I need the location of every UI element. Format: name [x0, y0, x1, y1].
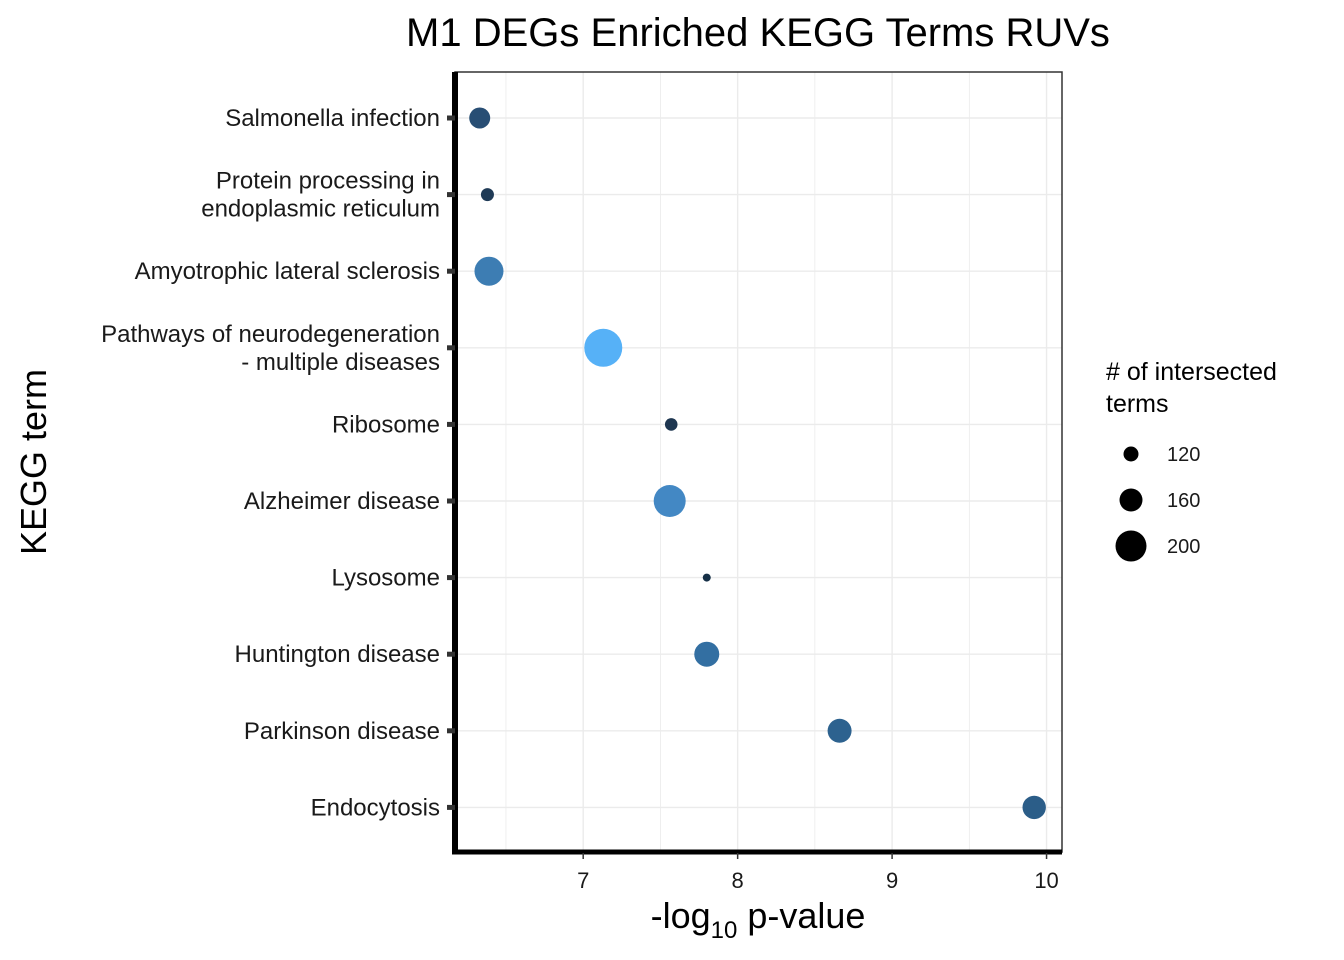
- y-tick-label: Protein processing in: [216, 168, 440, 195]
- points: [469, 107, 1046, 820]
- x-tick-label: 8: [732, 868, 744, 893]
- data-point: [653, 485, 686, 517]
- data-point: [584, 328, 623, 367]
- y-tick-label: endoplasmic reticulum: [201, 196, 440, 223]
- data-point: [474, 256, 504, 286]
- y-ticks: Salmonella infection Protein processing i…: [101, 105, 455, 821]
- y-tick-label: Huntington disease: [235, 641, 440, 668]
- x-tick-label: 7: [577, 868, 589, 893]
- x-tick-label: 9: [886, 868, 898, 893]
- data-point: [469, 107, 491, 129]
- data-point: [827, 718, 852, 743]
- legend-key: [1119, 488, 1143, 512]
- y-tick-label: Endocytosis: [311, 794, 440, 821]
- y-tick-label: Parkinson disease: [244, 718, 440, 745]
- size-legend: # of intersected terms 120 160 200: [1106, 358, 1277, 562]
- chart-title: M1 DEGs Enriched KEGG Terms RUVs: [406, 11, 1110, 55]
- x-axis-label: -log10 p-value: [651, 895, 866, 944]
- y-tick-label: Salmonella infection: [225, 105, 440, 132]
- y-tick-label: - multiple diseases: [241, 349, 440, 376]
- plot-panel-border: [454, 71, 1063, 853]
- legend-label: 160: [1167, 490, 1200, 512]
- data-point: [694, 641, 720, 667]
- y-tick-label: Ribosome: [332, 411, 440, 438]
- legend-title: terms: [1106, 390, 1169, 418]
- data-point: [702, 573, 711, 582]
- x-tick-label: 10: [1034, 868, 1058, 893]
- legend-label: 200: [1167, 536, 1200, 558]
- legend-title: # of intersected: [1106, 358, 1277, 386]
- y-tick-label: Amyotrophic lateral sclerosis: [135, 258, 440, 285]
- y-tick-label: Alzheimer disease: [244, 488, 440, 515]
- legend-key: [1123, 446, 1139, 462]
- x-ticks: 7 8 9 10: [577, 853, 1059, 893]
- data-point: [664, 418, 678, 431]
- grid: [455, 72, 1062, 852]
- y-tick-label: Lysosome: [332, 565, 441, 592]
- data-point: [1022, 795, 1046, 820]
- legend-key: [1115, 530, 1147, 562]
- y-tick-label: Pathways of neurodegeneration: [101, 321, 440, 348]
- data-point: [480, 188, 494, 202]
- legend-label: 120: [1167, 444, 1200, 466]
- y-axis-label: KEGG term: [13, 369, 54, 555]
